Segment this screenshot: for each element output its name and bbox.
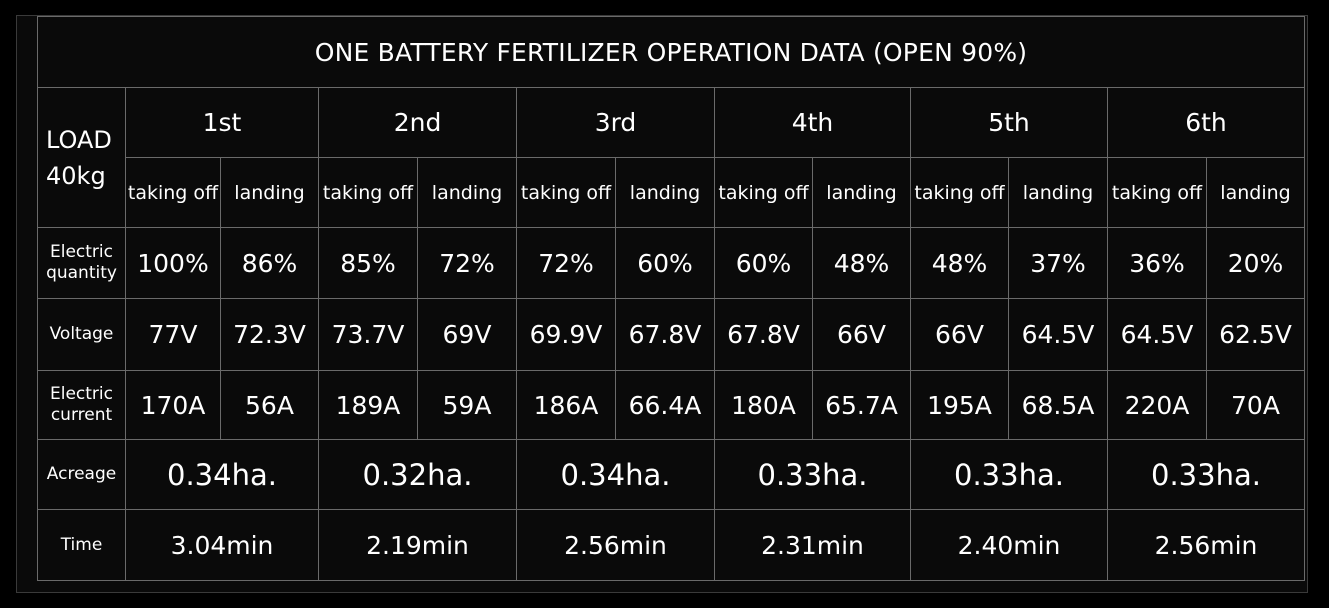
- charge-takeoff: 48%: [910, 227, 1009, 299]
- charge-landing: 20%: [1206, 227, 1305, 299]
- row-label-voltage: Voltage: [37, 298, 126, 371]
- current-landing: 56A: [220, 370, 319, 440]
- current-landing: 66.4A: [615, 370, 715, 440]
- current-takeoff: 180A: [714, 370, 813, 440]
- time-row: Time 3.04min 2.19min 2.56min 2.31min 2.40min…: [37, 509, 1305, 581]
- time-value: 2.40min: [910, 509, 1108, 581]
- charge-takeoff: 36%: [1107, 227, 1207, 299]
- phase-landing: landing: [220, 157, 319, 228]
- charge-landing: 72%: [417, 227, 517, 299]
- current-takeoff: 186A: [516, 370, 616, 440]
- phase-taking-off: taking off: [125, 157, 221, 228]
- charge-takeoff: 100%: [125, 227, 221, 299]
- charge-takeoff: 85%: [318, 227, 418, 299]
- acreage-value: 0.32ha.: [318, 439, 517, 510]
- flight-header: 2nd: [318, 87, 517, 158]
- charge-landing: 86%: [220, 227, 319, 299]
- row-label-electric-quantity: Electric quantity: [37, 227, 126, 299]
- acreage-row: Acreage 0.34ha. 0.32ha. 0.34ha. 0.33ha. 0.33…: [37, 439, 1305, 510]
- flight-header: 1st: [125, 87, 319, 158]
- charge-landing: 37%: [1008, 227, 1108, 299]
- row-label-acreage: Acreage: [37, 439, 126, 510]
- title-row: ONE BATTERY FERTILIZER OPERATION DATA (O…: [37, 16, 1305, 88]
- current-takeoff: 170A: [125, 370, 221, 440]
- row-label-time: Time: [37, 509, 126, 581]
- current-landing: 70A: [1206, 370, 1305, 440]
- current-landing: 59A: [417, 370, 517, 440]
- voltage-takeoff: 67.8V: [714, 298, 813, 371]
- voltage-takeoff: 73.7V: [318, 298, 418, 371]
- voltage-row: Voltage 77V 72.3V 73.7V 69V 69.9V 67.8V 67.8V 6…: [37, 298, 1305, 371]
- phase-taking-off: taking off: [1107, 157, 1207, 228]
- load-value: 40kg: [46, 161, 106, 190]
- time-value: 2.56min: [1107, 509, 1305, 581]
- voltage-landing: 67.8V: [615, 298, 715, 371]
- charge-landing: 48%: [812, 227, 911, 299]
- voltage-landing: 66V: [812, 298, 911, 371]
- flight-header: 4th: [714, 87, 911, 158]
- phase-taking-off: taking off: [318, 157, 418, 228]
- flight-header-row: LOAD 40kg 1st 2nd 3rd 4th 5th 6th: [37, 87, 1305, 228]
- electric-current-row: Electric current 170A 56A 189A 59A 186A 66.4A…: [37, 370, 1305, 440]
- phase-landing: landing: [812, 157, 911, 228]
- acreage-value: 0.33ha.: [714, 439, 911, 510]
- phase-landing: landing: [1206, 157, 1305, 228]
- phase-landing: landing: [615, 157, 715, 228]
- current-takeoff: 189A: [318, 370, 418, 440]
- acreage-value: 0.33ha.: [1107, 439, 1305, 510]
- time-value: 2.19min: [318, 509, 517, 581]
- charge-takeoff: 60%: [714, 227, 813, 299]
- current-landing: 65.7A: [812, 370, 911, 440]
- flight-header: 6th: [1107, 87, 1305, 158]
- phase-taking-off: taking off: [714, 157, 813, 228]
- load-cell: LOAD 40kg: [37, 87, 126, 228]
- phase-taking-off: taking off: [910, 157, 1009, 228]
- voltage-takeoff: 77V: [125, 298, 221, 371]
- acreage-value: 0.34ha.: [516, 439, 715, 510]
- voltage-landing: 64.5V: [1008, 298, 1108, 371]
- current-landing: 68.5A: [1008, 370, 1108, 440]
- current-takeoff: 220A: [1107, 370, 1207, 440]
- phase-landing: landing: [1008, 157, 1108, 228]
- row-label-electric-current: Electric current: [37, 370, 126, 440]
- charge-takeoff: 72%: [516, 227, 616, 299]
- voltage-landing: 62.5V: [1206, 298, 1305, 371]
- voltage-takeoff: 66V: [910, 298, 1009, 371]
- load-label: LOAD: [46, 125, 112, 154]
- operation-data-table: ONE BATTERY FERTILIZER OPERATION DATA (O…: [37, 16, 1305, 581]
- time-value: 3.04min: [125, 509, 319, 581]
- phase-taking-off: taking off: [516, 157, 616, 228]
- table-title: ONE BATTERY FERTILIZER OPERATION DATA (O…: [37, 16, 1305, 88]
- current-takeoff: 195A: [910, 370, 1009, 440]
- charge-landing: 60%: [615, 227, 715, 299]
- time-value: 2.56min: [516, 509, 715, 581]
- voltage-takeoff: 64.5V: [1107, 298, 1207, 371]
- acreage-value: 0.33ha.: [910, 439, 1108, 510]
- flight-header: 5th: [910, 87, 1108, 158]
- voltage-landing: 72.3V: [220, 298, 319, 371]
- phase-header-row: taking off landing taking off landing taking…: [38, 157, 1305, 228]
- flight-header: 3rd: [516, 87, 715, 158]
- time-value: 2.31min: [714, 509, 911, 581]
- electric-quantity-row: Electric quantity 100% 86% 85% 72% 72% 60% 60%…: [37, 227, 1305, 299]
- phase-landing: landing: [417, 157, 517, 228]
- acreage-value: 0.34ha.: [125, 439, 319, 510]
- voltage-landing: 69V: [417, 298, 517, 371]
- voltage-takeoff: 69.9V: [516, 298, 616, 371]
